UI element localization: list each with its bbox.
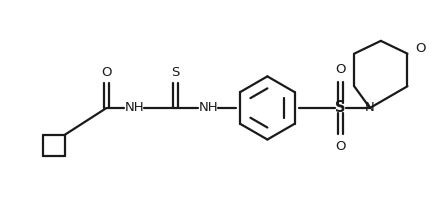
- Text: O: O: [335, 63, 346, 76]
- Text: N: N: [365, 102, 375, 114]
- Text: S: S: [335, 100, 346, 115]
- Text: O: O: [415, 42, 426, 55]
- Text: NH: NH: [198, 102, 218, 114]
- Text: O: O: [101, 66, 112, 79]
- Text: O: O: [335, 140, 346, 152]
- Text: S: S: [171, 66, 180, 79]
- Text: NH: NH: [124, 102, 144, 114]
